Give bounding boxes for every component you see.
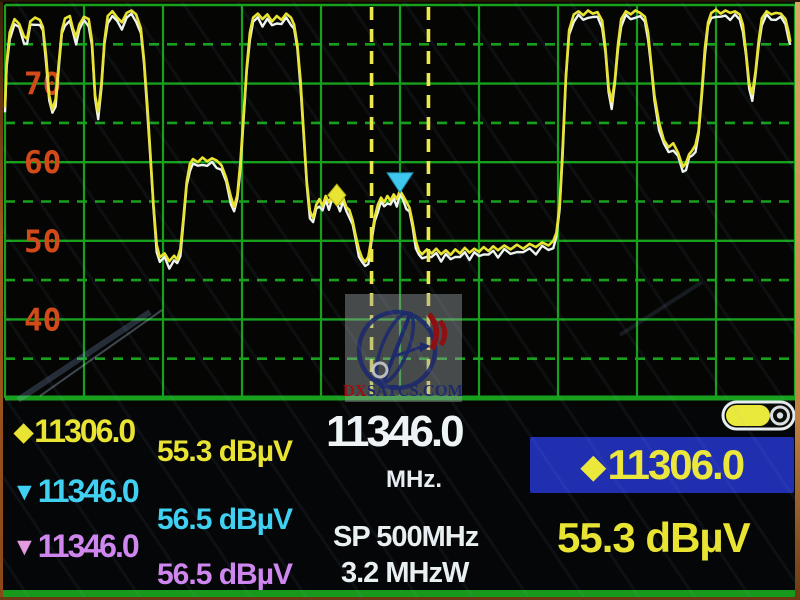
marker3-level: 56.5 dBµV: [157, 558, 293, 591]
frequency-unit: MHz.: [386, 466, 442, 493]
center-frequency: 11346.0: [326, 407, 465, 456]
marker2-frequency: ▼ 11346.0: [12, 473, 140, 509]
marker1-diamond-icon: ◆: [14, 417, 34, 446]
marker1-level: 55.3 dBµV: [157, 435, 293, 468]
bandwidth-readout: 3.2 MHzW: [341, 557, 469, 589]
battery-icon: [721, 400, 796, 431]
bottom-green-strip: [2, 590, 797, 597]
marker2-triangle-icon: ▼: [12, 477, 37, 506]
svg-text:50: 50: [24, 224, 61, 260]
svg-text:60: 60: [24, 145, 61, 181]
marker1-frequency: ◆ 11306.0: [14, 413, 136, 449]
marker3-frequency: ▼ 11346.0: [12, 528, 140, 564]
selected-level: 55.3 dBµV: [557, 514, 751, 561]
span-readout: SP 500MHz: [333, 521, 479, 553]
dxsatcs-watermark: DXSATCS.COM: [343, 294, 464, 402]
svg-text:DXSATCS.COM: DXSATCS.COM: [343, 381, 464, 400]
selected-frequency: 11306.0: [607, 441, 746, 488]
marker2-level: 56.5 dBµV: [157, 503, 293, 536]
selected-diamond-icon: ◆: [580, 448, 606, 484]
selected-marker-box: ◆ 11306.0: [530, 437, 794, 493]
svg-text:40: 40: [24, 302, 61, 338]
marker3-triangle-icon: ▼: [12, 532, 37, 561]
